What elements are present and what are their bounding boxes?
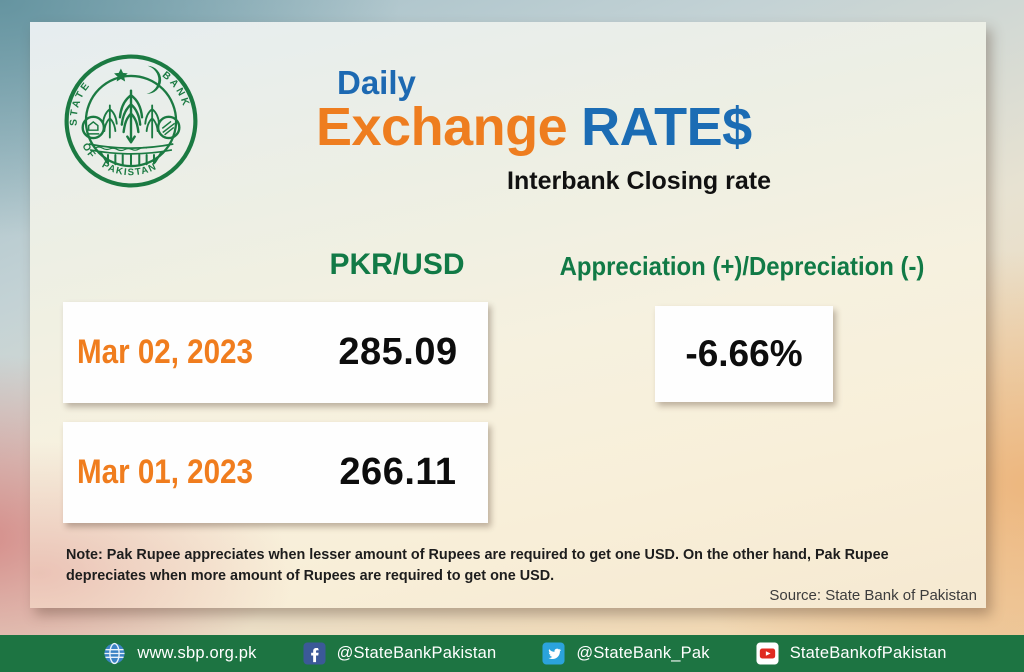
youtube-label: StateBankofPakistan <box>789 644 947 662</box>
right-roundel <box>156 115 181 140</box>
kicker-daily: Daily <box>337 64 416 101</box>
column-header-appreciation: Appreciation (+)/Depreciation (-) <box>559 251 925 281</box>
crescent-icon <box>146 65 162 94</box>
side-trees <box>102 104 160 139</box>
website-link[interactable]: www.sbp.org.pk <box>103 642 256 665</box>
wheat-sheaf <box>118 89 144 144</box>
source-attribution: Source: State Bank of Pakistan <box>769 587 977 604</box>
page-title: Exchange RATE$ <box>316 100 752 154</box>
twitter-link[interactable]: @StateBank_Pak <box>542 642 709 665</box>
star-icon <box>114 68 128 82</box>
rate-row-mar02: Mar 02, 2023 285.09 <box>63 302 488 403</box>
rate-row-mar01: Mar 01, 2023 266.11 <box>63 422 488 523</box>
rate-value: 266.11 <box>339 451 457 493</box>
title-word-exchange: Exchange <box>316 97 568 157</box>
facebook-icon <box>303 642 326 665</box>
note-line-1: Note: Pak Rupee appreciates when lesser … <box>66 546 889 563</box>
title-word-rates: RATE$ <box>581 97 752 157</box>
website-label: www.sbp.org.pk <box>137 644 257 662</box>
youtube-link[interactable]: StateBankofPakistan <box>756 642 947 665</box>
change-percent-badge: -6.66% <box>655 306 833 402</box>
globe-icon <box>104 642 125 665</box>
content-card: STATE BANK OF PAKISTAN <box>30 22 986 608</box>
logo-outer-ring <box>64 54 198 188</box>
fence-marks <box>99 151 163 166</box>
sbp-logo: STATE BANK OF PAKISTAN <box>64 54 198 188</box>
rate-date: Mar 02, 2023 <box>77 333 253 371</box>
facebook-label: @StateBankPakistan <box>336 644 497 662</box>
left-roundel <box>81 115 106 140</box>
twitter-icon <box>542 642 565 665</box>
rate-value: 285.09 <box>338 331 458 373</box>
rate-date: Mar 01, 2023 <box>77 453 253 491</box>
column-header-pkr-usd: PKR/USD <box>329 248 465 281</box>
youtube-icon <box>756 642 779 665</box>
note-line-2: depreciates when more amount of Rupees a… <box>66 567 555 584</box>
note-text: Note: Pak Rupee appreciates when lesser … <box>66 544 923 586</box>
footer-bar: www.sbp.org.pk @StateBankPakistan @State… <box>0 635 1024 672</box>
facebook-link[interactable]: @StateBankPakistan <box>303 642 497 665</box>
subtitle-interbank: Interbank Closing rate <box>507 167 771 195</box>
twitter-label: @StateBank_Pak <box>576 644 710 662</box>
scroll-band <box>88 143 174 155</box>
